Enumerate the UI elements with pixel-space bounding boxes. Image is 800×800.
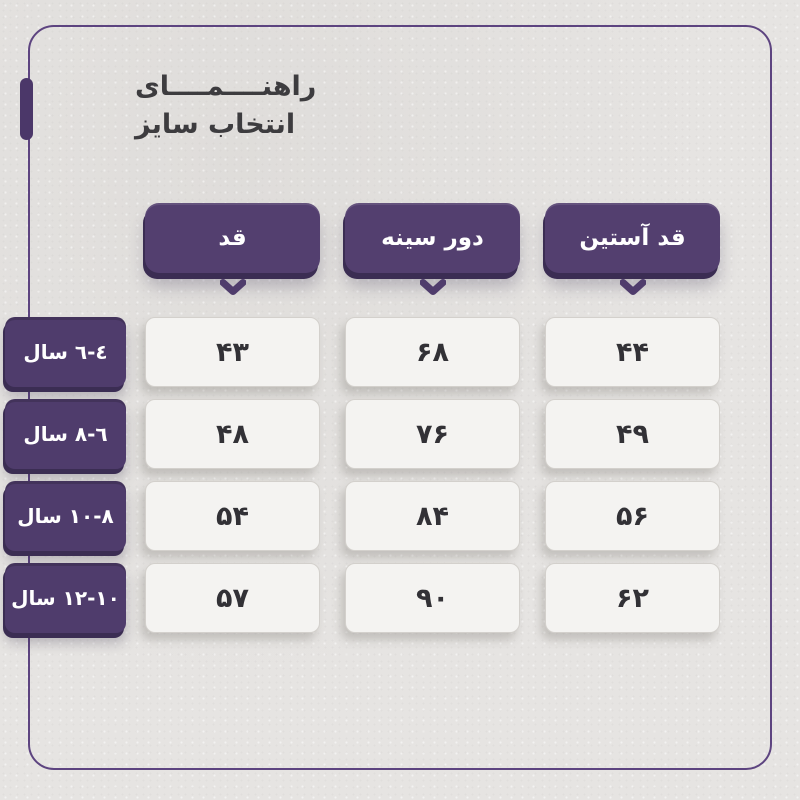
- table-cell: ۵۴: [145, 481, 320, 551]
- column-header-chest: دور سینه: [345, 203, 520, 273]
- decorative-frame-border: [28, 25, 772, 770]
- table-cell: ۷۶: [345, 399, 520, 469]
- row-label-age-range: ١٠-١٢ سال: [5, 563, 126, 633]
- chevron-down-icon: [219, 279, 246, 295]
- left-accent-bar: [20, 78, 33, 140]
- chevron-down-icon: [419, 279, 446, 295]
- table-cell: ۴۸: [145, 399, 320, 469]
- header-chevron: [145, 279, 320, 297]
- table-cell: ۹۰: [345, 563, 520, 633]
- title-line-2: انتخاب سایز: [135, 109, 296, 140]
- header-chevron: [345, 279, 520, 297]
- title-line-1: راهنــــمــــای: [135, 71, 317, 102]
- table-cell: ۴۴: [545, 317, 720, 387]
- table-cell: ۵۶: [545, 481, 720, 551]
- table-cell: ۶۲: [545, 563, 720, 633]
- column-header-height: قد: [145, 203, 320, 273]
- table-cell: ۸۴: [345, 481, 520, 551]
- table-cell: ۴۹: [545, 399, 720, 469]
- table-cell: ۶۸: [345, 317, 520, 387]
- column-header-sleeve-length: قد آستین: [545, 203, 720, 273]
- row-label-age-range: ٤-٦ سال: [5, 317, 126, 387]
- header-chevron: [545, 279, 720, 297]
- chevron-down-icon: [619, 279, 646, 295]
- row-label-age-range: ٨-١٠ سال: [5, 481, 126, 551]
- table-cell: ۴۳: [145, 317, 320, 387]
- page-title: راهنــــمــــای انتخاب سایز: [135, 68, 316, 144]
- row-label-age-range: ٦-٨ سال: [5, 399, 126, 469]
- table-cell: ۵۷: [145, 563, 320, 633]
